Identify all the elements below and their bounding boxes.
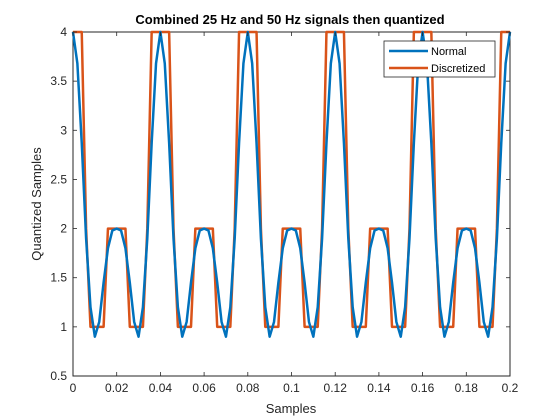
legend-box (383, 40, 496, 78)
axes-box (72, 31, 511, 377)
x-tick-label: 0.06 (192, 381, 216, 395)
series-line-normal (71, 30, 512, 338)
x-tick-label: 0.1 (283, 381, 300, 395)
y-tick-label: 1 (60, 320, 67, 334)
y-tick-label: 2 (60, 222, 67, 236)
x-axis-label: Samples (266, 401, 317, 416)
series-lines (71, 30, 512, 338)
chart-title: Combined 25 Hz and 50 Hz signals then qu… (135, 12, 444, 27)
y-tick-label: 4 (60, 25, 67, 39)
y-tick-label: 2.5 (50, 172, 67, 186)
y-tick-label: 3 (60, 123, 67, 137)
x-tick-label: 0.14 (367, 381, 391, 395)
x-tick-label: 0.18 (455, 381, 479, 395)
y-axis-label: Quantized Samples (29, 147, 44, 261)
x-tick-label: 0 (70, 381, 77, 395)
y-axis-ticks: 0.5 1 1.5 2 2.5 3 3.5 4 (50, 25, 510, 383)
x-tick-label: 0.2 (502, 381, 519, 395)
x-tick-label: 0.08 (236, 381, 260, 395)
x-tick-label: 0.16 (411, 381, 435, 395)
y-tick-label: 0.5 (50, 369, 67, 383)
y-tick-label: 1.5 (50, 271, 67, 285)
legend: Normal Discretized (383, 40, 496, 78)
plot-area: 0 0.02 0.04 0.06 0.08 0.1 0.12 0.14 0.16 0.18 0.2 … (50, 25, 518, 395)
y-tick-label: 3.5 (50, 74, 67, 88)
x-axis-ticks: 0 0.02 0.04 0.06 0.08 0.1 0.12 0.14 0.16 0.18 0.2 (70, 32, 519, 395)
x-tick-label: 0.04 (149, 381, 173, 395)
x-tick-label: 0.02 (105, 381, 129, 395)
x-tick-label: 0.12 (324, 381, 348, 395)
legend-label-normal: Normal (431, 46, 466, 58)
legend-label-discretized: Discretized (431, 63, 485, 75)
